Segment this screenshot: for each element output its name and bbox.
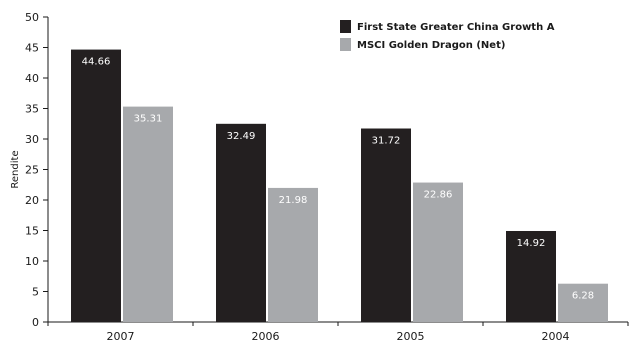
bar bbox=[558, 283, 608, 322]
bar bbox=[268, 187, 318, 322]
y-tick-label: 50 bbox=[25, 11, 39, 24]
bar-value-label: 32.49 bbox=[227, 131, 256, 142]
y-tick-label: 35 bbox=[25, 103, 39, 116]
bar bbox=[71, 49, 121, 322]
bar bbox=[216, 123, 266, 322]
bar bbox=[361, 128, 411, 322]
x-tick-label: 2006 bbox=[252, 330, 280, 343]
y-tick-label: 15 bbox=[25, 225, 39, 238]
bar bbox=[506, 230, 556, 322]
legend-swatch bbox=[340, 38, 351, 51]
y-tick-label: 10 bbox=[25, 255, 39, 268]
x-tick-label: 2005 bbox=[397, 330, 425, 343]
legend-label: MSCI Golden Dragon (Net) bbox=[357, 40, 505, 51]
x-axis: 2007 2006 2005 2004 bbox=[47, 321, 629, 343]
y-tick-label: 0 bbox=[32, 316, 39, 329]
y-tick-label: 20 bbox=[25, 194, 39, 207]
x-tick-label: 2007 bbox=[107, 330, 135, 343]
bar-value-label: 14.92 bbox=[517, 238, 546, 249]
bar-value-label: 44.66 bbox=[82, 57, 111, 68]
y-tick-label: 5 bbox=[32, 286, 39, 299]
y-tick-label: 25 bbox=[25, 164, 39, 177]
bar-value-label: 35.31 bbox=[134, 114, 163, 125]
bar-value-label: 6.28 bbox=[572, 291, 594, 302]
bar-value-label: 21.98 bbox=[279, 195, 308, 206]
y-axis-title: Rendite bbox=[10, 150, 21, 188]
bar bbox=[123, 106, 173, 322]
y-tick-label: 40 bbox=[25, 72, 39, 85]
y-tick-label: 45 bbox=[25, 42, 39, 55]
bars bbox=[71, 49, 608, 322]
bar-value-label: 22.86 bbox=[424, 190, 453, 201]
legend-swatch bbox=[340, 20, 351, 33]
legend: First State Greater China Growth A MSCI G… bbox=[340, 20, 555, 51]
y-axis: 0 5 10 15 20 25 30 35 40 45 50 bbox=[25, 11, 49, 329]
legend-label: First State Greater China Growth A bbox=[357, 22, 555, 33]
bar-value-label: 31.72 bbox=[372, 136, 401, 147]
bar-value-labels: 44.66 32.49 31.72 14.92 35.31 21.98 22.86 6.28 bbox=[82, 57, 594, 302]
bar bbox=[413, 182, 463, 322]
y-tick-label: 30 bbox=[25, 133, 39, 146]
x-tick-label: 2004 bbox=[542, 330, 570, 343]
